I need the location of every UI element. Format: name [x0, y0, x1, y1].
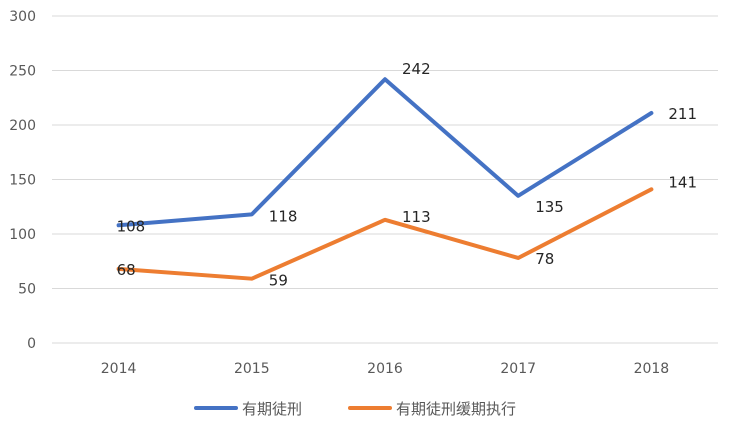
y-tick-label: 100 [9, 227, 36, 243]
x-tick-label: 2016 [367, 361, 403, 377]
y-tick-label: 0 [27, 336, 36, 352]
y-tick-label: 50 [18, 282, 36, 298]
legend-label: 有期徒刑缓期执行 [396, 400, 516, 418]
x-tick-label: 2015 [234, 361, 270, 377]
data-label: 108 [117, 217, 146, 235]
y-axis: 0 50 100 150 200 250 300 [9, 9, 36, 352]
x-axis: 2014 2015 2016 2017 2018 [101, 361, 669, 377]
legend: 有期徒刑 有期徒刑缓期执行 [194, 400, 516, 418]
legend-label: 有期徒刑 [242, 400, 302, 418]
data-label: 68 [117, 261, 136, 279]
x-tick-label: 2017 [500, 361, 536, 377]
gridlines [52, 15, 718, 344]
data-labels: 108 118 242 135 211 68 59 113 78 141 [117, 60, 697, 289]
x-tick-label: 2018 [634, 361, 670, 377]
data-label: 118 [269, 207, 298, 225]
x-tick-label: 2014 [101, 361, 137, 377]
series-lines [116, 77, 654, 281]
data-label: 113 [402, 208, 431, 226]
data-label: 78 [535, 250, 554, 268]
data-label: 242 [402, 60, 431, 78]
series-line-1 [116, 77, 654, 228]
y-tick-label: 200 [9, 118, 36, 134]
data-label: 135 [535, 198, 564, 216]
y-tick-label: 250 [9, 64, 36, 80]
data-label: 141 [668, 173, 697, 191]
data-label: 59 [269, 272, 288, 290]
data-label: 211 [668, 105, 697, 123]
y-tick-label: 150 [9, 173, 36, 189]
y-tick-label: 300 [9, 9, 36, 25]
series-line-2 [116, 187, 654, 281]
